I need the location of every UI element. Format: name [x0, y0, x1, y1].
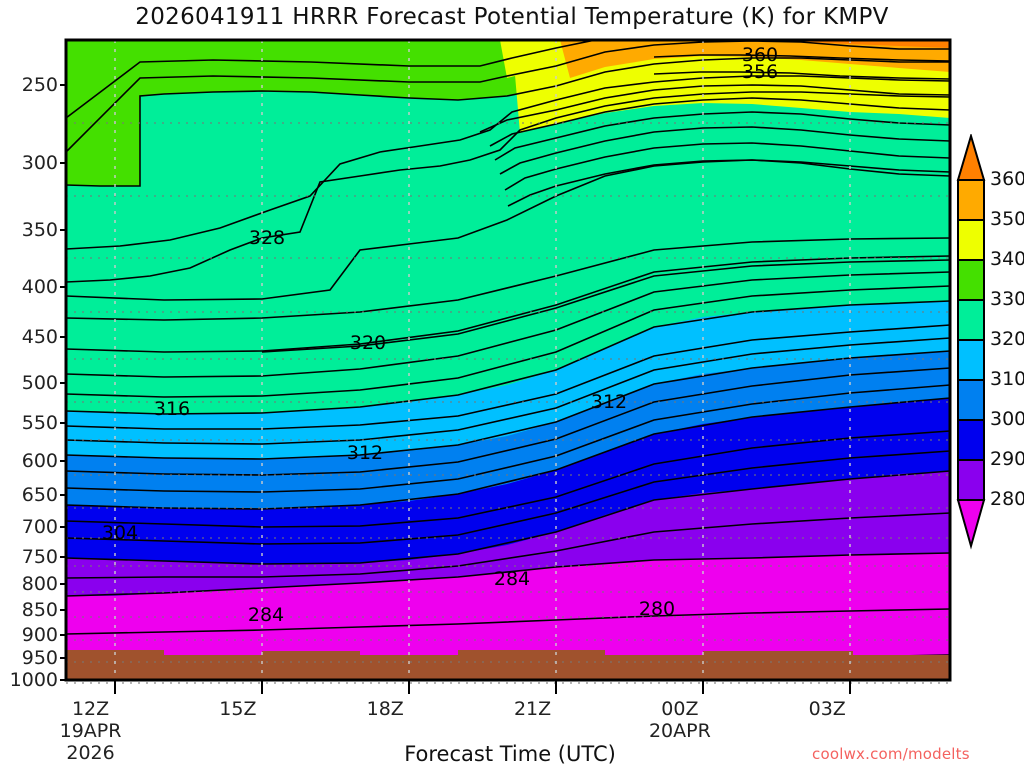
x-axis-title: Forecast Time (UTC) [404, 742, 616, 766]
contour-label: 312 [346, 442, 384, 464]
y-axis-tick-850: 850 [21, 599, 58, 622]
y-axis-tick-900: 900 [21, 623, 58, 646]
colorbar [956, 134, 986, 550]
x-axis-tick-21Z: 21Z [473, 698, 593, 720]
y-axis-tick-300: 300 [21, 152, 58, 175]
colorbar-band-340 [957, 259, 985, 301]
x-axis-tick-00Z: 00Z 20APR [620, 698, 740, 742]
colorbar-tick-340: 340 [990, 248, 1024, 270]
colorbar-band-320 [957, 339, 985, 381]
page-title: 2026041911 HRRR Forecast Potential Tempe… [135, 4, 889, 30]
y-tick-mark-550 [60, 422, 66, 425]
y-axis-tick-650: 650 [21, 484, 58, 507]
y-tick-mark-300 [60, 162, 66, 165]
colorbar-bottom-arrow [956, 499, 986, 550]
y-axis-tick-450: 450 [21, 326, 58, 349]
colorbar-band-360 [957, 179, 985, 221]
colorbar-tick-320: 320 [990, 328, 1024, 350]
x-tick-hour: 18Z [366, 698, 404, 720]
colorbar-band-310 [957, 379, 985, 421]
contour-label: 328 [248, 227, 286, 249]
y-tick-mark-350 [60, 228, 66, 231]
x-tick-date: 20APR [648, 720, 711, 742]
y-tick-mark-650 [60, 494, 66, 497]
x-tick-hour: 12Z [71, 698, 110, 720]
x-tick-marks [114, 680, 851, 694]
watermark: coolwx.com/modelts [812, 745, 970, 763]
contour-label: 280 [638, 598, 676, 620]
x-axis-tick-15Z: 15Z [178, 698, 298, 720]
y-axis-tick-250: 250 [21, 74, 58, 97]
y-axis-tick-1000: 1000 [9, 669, 58, 691]
x-tick-hour: 03Z [808, 698, 846, 720]
y-axis-tick-750: 750 [21, 545, 58, 568]
contour-label: 356 [741, 61, 779, 83]
colorbar-band-330 [957, 299, 985, 341]
x-axis-tick-12Z: 12Z 19APR 2026 [31, 698, 151, 764]
colorbar-tick-360: 360 [990, 168, 1024, 190]
y-axis-tick-950: 950 [21, 646, 58, 669]
y-axis-tick-800: 800 [21, 573, 58, 596]
y-tick-mark-450 [60, 336, 66, 339]
x-tick-hour: 21Z [513, 698, 552, 720]
colorbar-tick-300: 300 [990, 408, 1024, 430]
y-axis-tick-550: 550 [21, 412, 58, 435]
contour-label: 312 [590, 391, 628, 413]
contour-label: 284 [247, 604, 285, 626]
colorbar-band-300 [957, 419, 985, 461]
x-tick-hour: 15Z [219, 698, 257, 720]
y-tick-mark-950 [60, 656, 66, 659]
colorbar-tick-350: 350 [990, 208, 1024, 230]
grid-lines [66, 122, 950, 684]
y-tick-mark-500 [60, 381, 66, 384]
colorbar-band-350 [957, 219, 985, 261]
y-tick-mark-750 [60, 555, 66, 558]
x-tick-year: 2026 [66, 742, 115, 764]
contour-label: 284 [493, 568, 531, 590]
contour-label: 360 [741, 44, 779, 66]
contour-label: 320 [349, 332, 387, 354]
contour-label: 316 [153, 398, 191, 420]
contour-label: 304 [101, 522, 139, 544]
y-axis-tick-700: 700 [21, 515, 58, 538]
colorbar-top-arrow [956, 134, 986, 181]
y-tick-mark-800 [60, 583, 66, 586]
y-tick-mark-700 [60, 525, 66, 528]
colorbar-band-290 [957, 459, 985, 501]
contour-lines [66, 40, 950, 673]
y-tick-mark-400 [60, 285, 66, 288]
colorbar-tick-280: 280 [990, 488, 1024, 510]
y-tick-mark-1000 [60, 679, 66, 681]
plot-frame [64, 38, 952, 682]
x-tick-date: 19APR [59, 720, 122, 742]
y-axis-tick-600: 600 [21, 449, 58, 472]
colorbar-bands [956, 134, 986, 550]
colorbar-tick-330: 330 [990, 288, 1024, 310]
x-axis-tick-03Z: 03Z [767, 698, 887, 720]
x-tick-hour: 00Z [661, 698, 699, 720]
y-axis-tick-400: 400 [21, 275, 58, 298]
colorbar-tick-310: 310 [990, 368, 1024, 390]
y-tick-mark-600 [60, 459, 66, 462]
y-tick-mark-900 [60, 633, 66, 636]
colorbar-tick-290: 290 [990, 448, 1024, 470]
x-axis-tick-18Z: 18Z [325, 698, 445, 720]
grid-lines-vertical [114, 40, 851, 680]
y-axis-tick-500: 500 [21, 371, 58, 394]
y-tick-mark-250 [60, 84, 66, 87]
y-axis-tick-350: 350 [21, 218, 58, 241]
y-tick-mark-850 [60, 609, 66, 612]
